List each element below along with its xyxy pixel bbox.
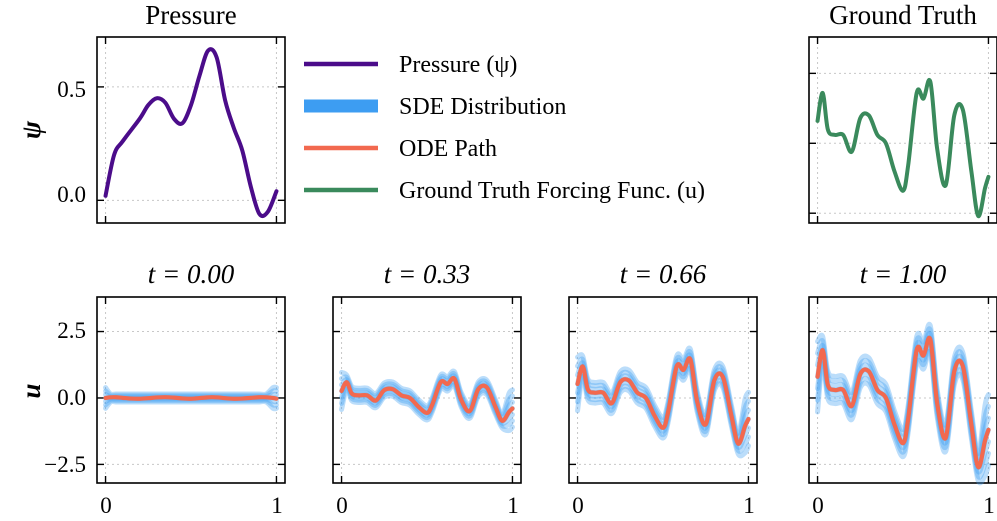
u-ylabel: u xyxy=(16,383,46,398)
pressure-line xyxy=(103,47,279,219)
t033-xtick-label-0: 0 xyxy=(336,493,348,518)
pressure-panel-title: Pressure xyxy=(145,0,236,30)
t0-ode-line xyxy=(103,395,279,401)
t066-xtick-label-1: 1 xyxy=(743,493,755,518)
pressure-ytick-label-0.0: 0.0 xyxy=(57,182,86,207)
t0-panel-title: t = 0.00 xyxy=(148,259,235,289)
t0-axes-frame xyxy=(96,296,286,484)
t033-panel-title: t = 0.33 xyxy=(384,259,470,289)
pressure-axes-frame xyxy=(96,36,286,224)
ground-truth-axes-frame xyxy=(808,36,997,224)
u-ytick-label-minus-2.5: −2.5 xyxy=(44,452,86,477)
legend-label-sde: SDE Distribution xyxy=(399,94,566,120)
t100-axes-frame xyxy=(808,296,997,484)
t100-ode-line xyxy=(815,335,991,470)
legend-label-ode: ODE Path xyxy=(399,136,497,162)
pressure-ylabel: ψ xyxy=(16,120,46,139)
t0-sde-strand xyxy=(103,384,279,397)
legend-label-pressure: Pressure (ψ) xyxy=(399,52,517,78)
t033-axes-frame xyxy=(332,296,522,484)
t0-sde-strand xyxy=(103,398,279,412)
t066-xtick-label-0: 0 xyxy=(572,493,584,518)
t100-xtick-label-0: 0 xyxy=(812,493,824,518)
u-ytick-label-0.0: 0.0 xyxy=(57,385,86,410)
t033-sde-strand xyxy=(339,380,515,429)
t066-sde-strand xyxy=(575,366,751,459)
t066-axes-frame xyxy=(568,296,758,484)
legend-label-ground-truth: Ground Truth Forcing Func. (u) xyxy=(399,178,705,204)
ground-truth-line xyxy=(815,77,991,219)
t033-sde-strand xyxy=(339,368,515,417)
t0-sde-strand xyxy=(103,388,279,399)
t033-sde-strand xyxy=(339,382,515,434)
t066-panel-title: t = 0.66 xyxy=(620,259,707,289)
t100-panel-title: t = 1.00 xyxy=(860,259,947,289)
u-ytick-label-2.5: 2.5 xyxy=(57,318,86,343)
pressure-ytick-label-0.5: 0.5 xyxy=(57,77,86,102)
legend: Pressure (ψ) SDE Distribution ODE Path G… xyxy=(304,52,705,204)
t0-xtick-label-1: 1 xyxy=(271,493,283,518)
t100-sde-strand xyxy=(815,348,991,486)
t033-xtick-label-1: 1 xyxy=(507,493,519,518)
t066-sde-strand xyxy=(575,345,751,436)
t033-ode-line xyxy=(339,376,515,423)
t100-xtick-label-1: 1 xyxy=(983,493,995,518)
t0-xtick-label-0: 0 xyxy=(100,493,112,518)
ground-truth-panel-title: Ground Truth xyxy=(829,0,977,30)
t066-ode-line xyxy=(575,356,751,446)
